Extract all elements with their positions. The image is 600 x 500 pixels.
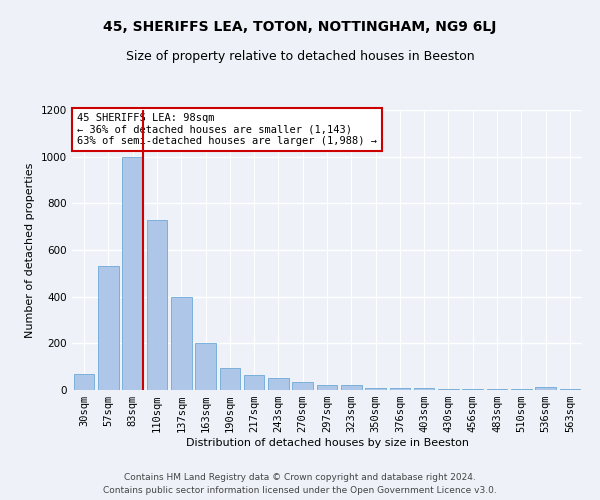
Bar bbox=[268, 378, 289, 390]
Y-axis label: Number of detached properties: Number of detached properties bbox=[25, 162, 35, 338]
Bar bbox=[365, 388, 386, 390]
Bar bbox=[220, 368, 240, 390]
Bar bbox=[244, 375, 265, 390]
X-axis label: Distribution of detached houses by size in Beeston: Distribution of detached houses by size … bbox=[185, 438, 469, 448]
Bar bbox=[195, 344, 216, 390]
Text: 45, SHERIFFS LEA, TOTON, NOTTINGHAM, NG9 6LJ: 45, SHERIFFS LEA, TOTON, NOTTINGHAM, NG9… bbox=[103, 20, 497, 34]
Bar bbox=[122, 156, 143, 390]
Bar bbox=[317, 386, 337, 390]
Bar bbox=[463, 389, 483, 390]
Bar bbox=[98, 266, 119, 390]
Bar bbox=[438, 389, 459, 390]
Text: Contains HM Land Registry data © Crown copyright and database right 2024.
Contai: Contains HM Land Registry data © Crown c… bbox=[103, 474, 497, 495]
Bar bbox=[560, 389, 580, 390]
Text: Size of property relative to detached houses in Beeston: Size of property relative to detached ho… bbox=[125, 50, 475, 63]
Bar bbox=[389, 388, 410, 390]
Bar bbox=[511, 389, 532, 390]
Text: 45 SHERIFFS LEA: 98sqm
← 36% of detached houses are smaller (1,143)
63% of semi-: 45 SHERIFFS LEA: 98sqm ← 36% of detached… bbox=[77, 113, 377, 146]
Bar bbox=[146, 220, 167, 390]
Bar bbox=[292, 382, 313, 390]
Bar bbox=[171, 296, 191, 390]
Bar bbox=[74, 374, 94, 390]
Bar bbox=[487, 389, 508, 390]
Bar bbox=[341, 386, 362, 390]
Bar bbox=[414, 388, 434, 390]
Bar bbox=[535, 387, 556, 390]
